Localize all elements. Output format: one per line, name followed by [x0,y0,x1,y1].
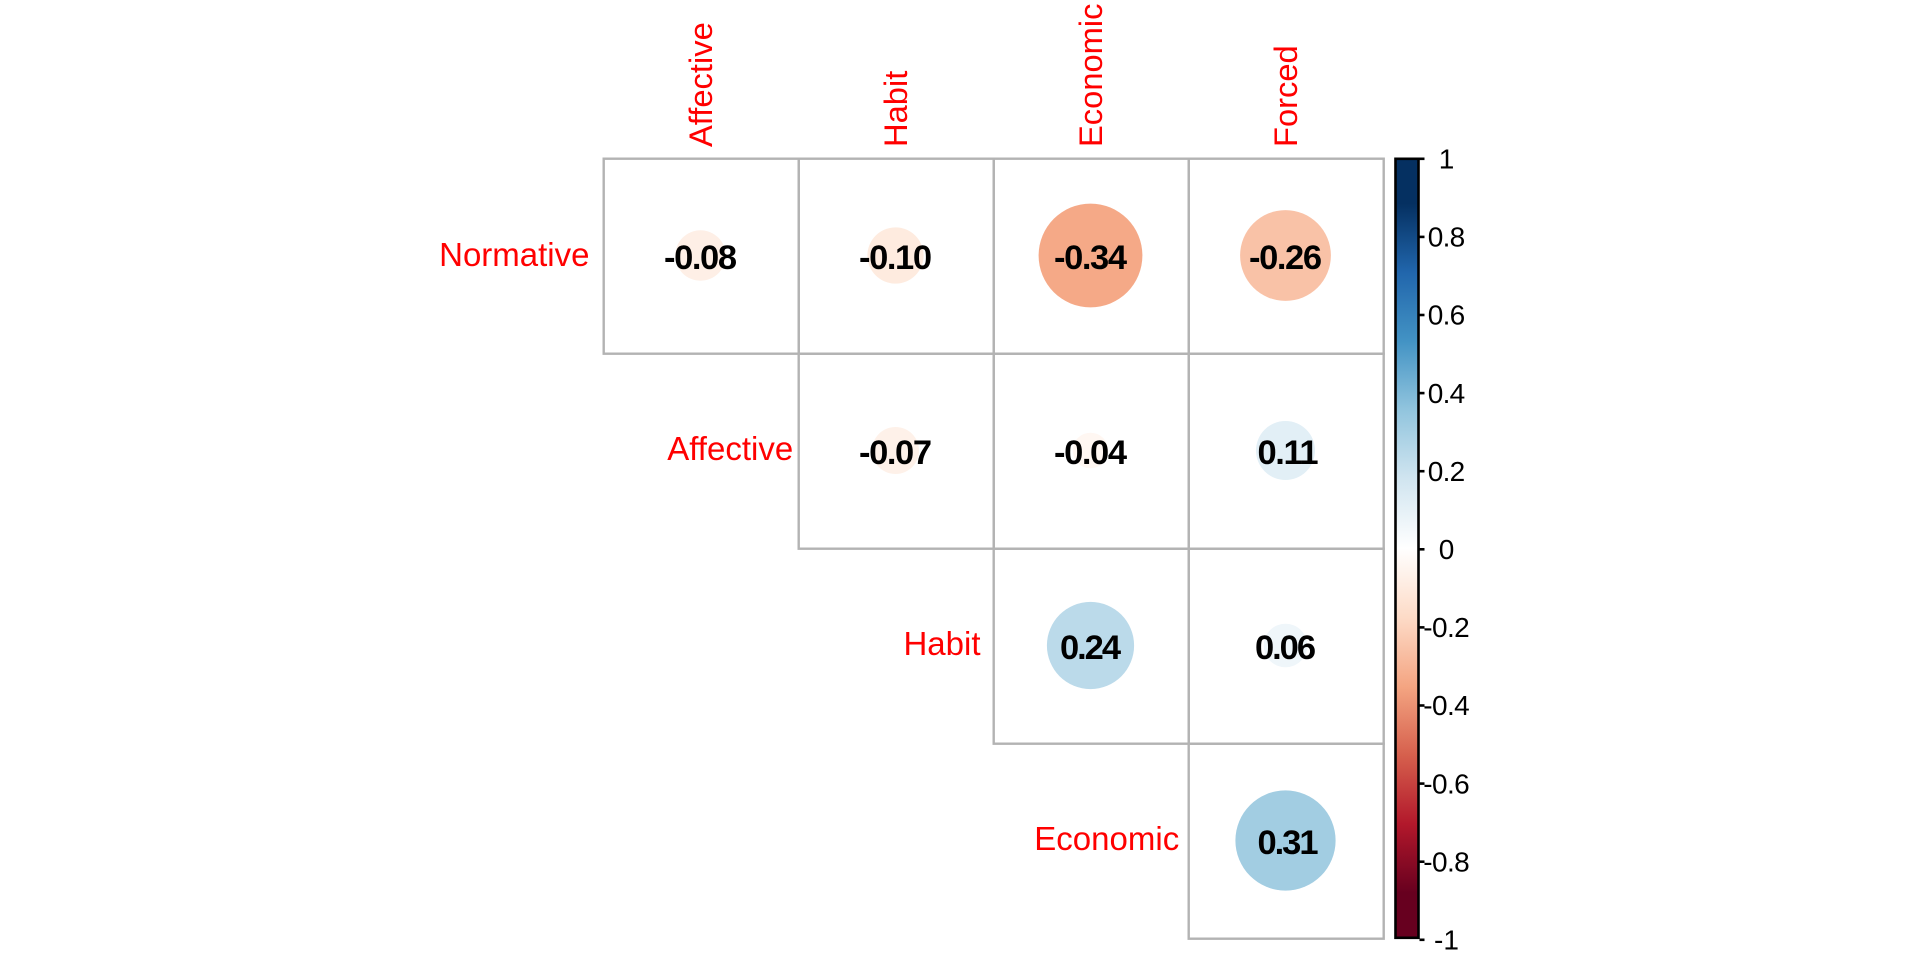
svg-text:-0.6: -0.6 [1423,768,1470,799]
svg-text:0.6: 0.6 [1428,300,1465,331]
svg-text:Habit: Habit [903,625,980,662]
svg-text:0.24: 0.24 [1060,629,1121,667]
svg-text:0.06: 0.06 [1255,629,1316,667]
svg-text:Habit: Habit [877,71,914,147]
svg-text:Affective: Affective [682,22,719,147]
svg-text:-0.2: -0.2 [1423,612,1470,643]
svg-text:-0.04: -0.04 [1054,434,1127,472]
svg-text:-0.08: -0.08 [664,239,737,277]
svg-text:Normative: Normative [439,236,589,273]
svg-text:Economic: Economic [1034,820,1179,857]
svg-text:0.4: 0.4 [1428,378,1465,409]
svg-text:1: 1 [1439,144,1455,175]
svg-text:Forced: Forced [1267,45,1304,147]
svg-text:-0.34: -0.34 [1054,239,1127,277]
svg-text:-0.07: -0.07 [859,434,932,472]
svg-text:-0.4: -0.4 [1423,690,1470,721]
svg-text:0.11: 0.11 [1258,434,1319,472]
svg-text:Economic: Economic [1072,3,1109,147]
svg-text:0.2: 0.2 [1428,456,1465,487]
svg-text:0.31: 0.31 [1258,824,1319,862]
svg-text:Affective: Affective [667,430,793,467]
svg-text:0.8: 0.8 [1428,222,1465,253]
svg-text:-0.26: -0.26 [1249,239,1322,277]
svg-text:0: 0 [1439,534,1455,565]
svg-text:-1: -1 [1434,925,1459,956]
svg-text:-0.10: -0.10 [859,239,932,277]
svg-text:-0.8: -0.8 [1423,846,1470,877]
